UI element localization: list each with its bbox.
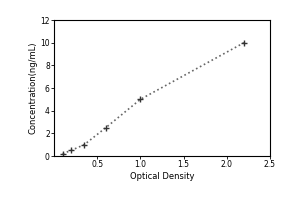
- X-axis label: Optical Density: Optical Density: [130, 172, 194, 181]
- Y-axis label: Concentration(ng/mL): Concentration(ng/mL): [28, 42, 38, 134]
